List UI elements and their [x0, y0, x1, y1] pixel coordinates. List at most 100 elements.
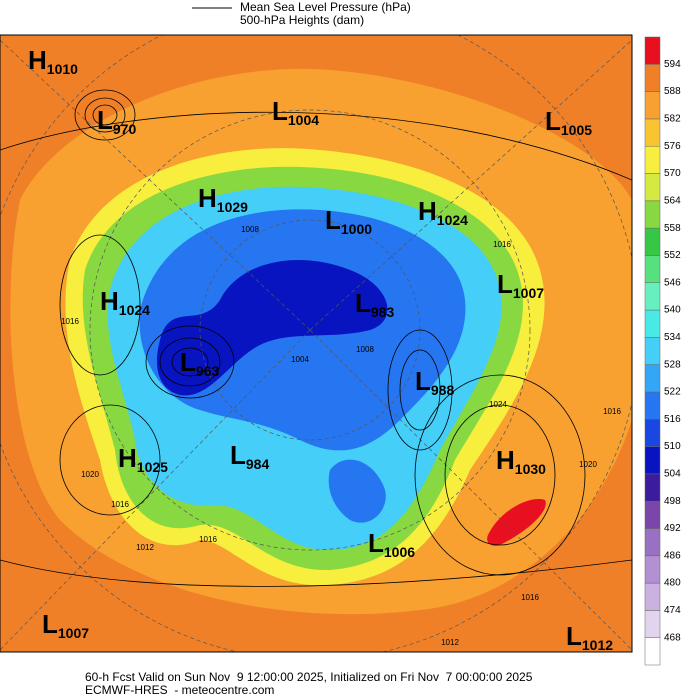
colorbar-cell: [644, 582, 661, 611]
map-frame: [0, 34, 633, 653]
center-value: 1006: [384, 544, 415, 560]
pressure-center: H1024: [418, 196, 468, 228]
center-kind: L: [566, 621, 582, 651]
pressure-center: L984: [230, 440, 269, 472]
colorbar-cell: [644, 391, 661, 420]
colorbar-cell: [644, 255, 661, 283]
center-kind: H: [28, 45, 47, 75]
contour-label: 1016: [61, 317, 79, 326]
colorbar-label: 492: [664, 523, 681, 534]
colorbar-label: 546: [664, 277, 681, 288]
isobars: [0, 89, 632, 587]
center-value: 988: [431, 382, 455, 398]
colorbar-label: 474: [664, 605, 681, 616]
colorbar-label: 564: [664, 195, 681, 206]
center-value: 1010: [47, 61, 78, 77]
center-kind: L: [368, 528, 384, 558]
pressure-center: L970: [97, 105, 136, 137]
contour-label: 1012: [441, 638, 459, 647]
colorbar-cell: [644, 227, 661, 256]
center-kind: L: [180, 347, 196, 377]
center-kind: L: [415, 366, 431, 396]
center-value: 1007: [513, 285, 544, 301]
colorbar-label: 588: [664, 86, 681, 97]
contour-label: 1012: [136, 543, 154, 552]
colorbar-label: 558: [664, 223, 681, 234]
center-kind: H: [100, 286, 119, 316]
center-value: 1025: [137, 459, 168, 475]
colorbar-cell: [644, 200, 661, 229]
center-kind: L: [497, 269, 513, 299]
contour-label: 1024: [489, 400, 507, 409]
colorbar-cell: [644, 500, 661, 529]
colorbar-label: 516: [664, 414, 681, 425]
colorbar-label: 576: [664, 141, 681, 152]
colorbar-label: 540: [664, 305, 681, 316]
colorbar-label: 534: [664, 332, 681, 343]
contour-label: 1008: [241, 225, 259, 234]
colorbar-cell: [644, 610, 661, 638]
pressure-center: L1004: [272, 96, 319, 128]
legend-text: 500-hPa Heights (dam): [240, 13, 364, 27]
center-kind: H: [496, 445, 515, 475]
center-value: 1004: [288, 112, 319, 128]
pressure-center: L1007: [42, 609, 89, 641]
legend-text: Mean Sea Level Pressure (hPa): [240, 0, 411, 14]
contour-label: 1004: [291, 355, 309, 364]
colorbar-label: 582: [664, 114, 681, 125]
footer-text: ECMWF-HRES - meteocentre.com: [85, 683, 274, 697]
colorbar-cell: [644, 91, 661, 120]
colorbar-label: 510: [664, 441, 681, 452]
colorbar-cell: [644, 473, 661, 502]
colorbar-label: 480: [664, 578, 681, 589]
colorbar-label: 522: [664, 387, 681, 398]
center-value: 1029: [217, 199, 248, 215]
center-kind: L: [97, 105, 113, 135]
pressure-center: L988: [415, 366, 454, 398]
center-kind: L: [545, 106, 561, 136]
center-value: 970: [113, 121, 137, 137]
pressure-center: L983: [355, 288, 394, 320]
contour-label: 1020: [579, 460, 597, 469]
colorbar-label: 570: [664, 168, 681, 179]
center-kind: L: [325, 205, 341, 235]
center-value: 1012: [582, 637, 613, 653]
pressure-center: H1010: [28, 45, 78, 77]
pressure-center: H1025: [118, 443, 168, 475]
center-kind: L: [42, 609, 58, 639]
center-kind: H: [418, 196, 437, 226]
field-band: [156, 260, 388, 396]
contour-label: 1016: [603, 407, 621, 416]
colorbar-cell: [644, 419, 661, 447]
contour-label: 1008: [356, 345, 374, 354]
center-value: 983: [371, 304, 395, 320]
pressure-center: L1006: [368, 528, 415, 560]
colorbar-cell: [644, 528, 661, 557]
contour-label: 1016: [521, 593, 539, 602]
center-value: 1007: [58, 625, 89, 641]
center-value: 984: [246, 456, 270, 472]
pressure-center: H1024: [100, 286, 150, 318]
colorbar-cell: [644, 118, 661, 147]
colorbar-cell: [644, 637, 661, 666]
map: [0, 35, 632, 652]
center-kind: H: [118, 443, 137, 473]
pressure-center: L1005: [545, 106, 592, 138]
colorbar-label: 528: [664, 359, 681, 370]
center-value: 963: [196, 363, 220, 379]
colorbar-cell: [644, 364, 661, 393]
pressure-center: H1030: [496, 445, 546, 477]
field-band: [487, 499, 546, 546]
colorbar-cell: [644, 64, 661, 92]
footer-text: 60-h Fcst Valid on Sun Nov 9 12:00:00 20…: [85, 670, 533, 684]
colorbar-cell: [644, 555, 661, 584]
pressure-center: L1012: [566, 621, 613, 653]
colorbar-cell: [644, 173, 661, 202]
pressure-center: H1029: [198, 183, 248, 215]
center-kind: L: [272, 96, 288, 126]
colorbar-cell: [644, 309, 661, 338]
colorbar-cell: [644, 282, 661, 311]
center-kind: H: [198, 183, 217, 213]
